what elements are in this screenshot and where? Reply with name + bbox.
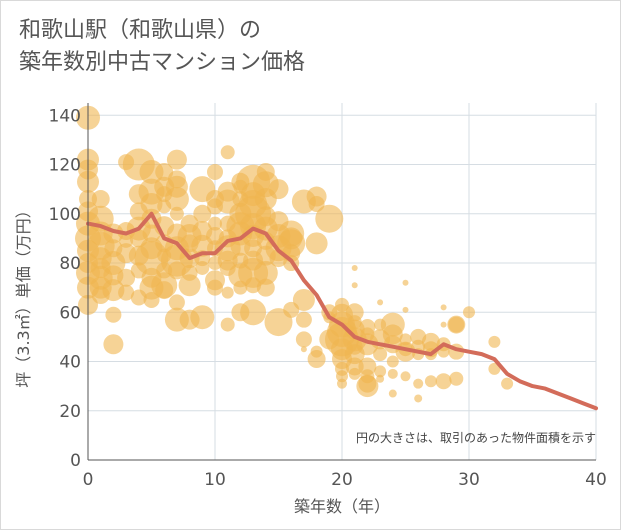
bubble-point — [337, 378, 347, 389]
bubble-point — [292, 288, 315, 311]
trend-line — [86, 211, 598, 411]
bubble-point — [440, 321, 447, 328]
x-tick-label: 10 — [204, 470, 226, 490]
y-tick-label: 20 — [59, 402, 81, 422]
bubble-point — [386, 355, 399, 368]
trend-line-layer — [86, 211, 598, 411]
bubble-point — [315, 204, 344, 233]
x-tick-label: 40 — [585, 470, 607, 490]
bubble-point — [103, 334, 124, 355]
bubble-point — [307, 350, 326, 369]
bubble-point — [387, 368, 398, 379]
bubble-point — [91, 190, 110, 209]
y-tick-label: 140 — [49, 106, 81, 126]
bubble-point — [414, 394, 423, 403]
bubble-point — [351, 264, 358, 271]
bubble-point — [167, 261, 186, 280]
bubble-point — [143, 291, 160, 308]
axes — [87, 103, 596, 461]
bubble-point — [208, 216, 222, 231]
bubble-point — [169, 206, 184, 221]
bubble-point — [256, 278, 275, 297]
bubble-point — [448, 316, 465, 333]
bubble-point — [240, 299, 267, 326]
chart-title: 和歌山駅（和歌山県）の 築年数別中古マンション価格 — [19, 15, 305, 79]
bubble-point — [193, 204, 212, 223]
bubble-point — [105, 306, 122, 323]
bubble-point — [253, 260, 278, 285]
chart-title-line-2: 築年数別中古マンション価格 — [19, 50, 306, 75]
bubble-point — [377, 299, 384, 306]
chart-title-line-1: 和歌山駅（和歌山県）の — [19, 18, 262, 43]
x-tick-label: 30 — [458, 470, 480, 490]
bubble-point — [402, 279, 409, 286]
bubble-point — [178, 274, 201, 297]
bubble-point — [118, 284, 135, 301]
x-axis-ticks: 0 10 20 30 40 — [83, 470, 607, 490]
y-tick-label: 0 — [70, 451, 81, 471]
y-tick-label: 40 — [59, 353, 81, 373]
bubble-point — [295, 331, 312, 348]
bubble-point — [195, 260, 210, 275]
y-tick-label: 80 — [59, 254, 81, 274]
bubble-point — [440, 304, 447, 311]
bubble-point — [374, 365, 387, 378]
bubble-point — [463, 306, 475, 319]
bubble-point — [348, 367, 361, 380]
bubble-point — [424, 375, 437, 388]
bubble-point — [376, 374, 385, 383]
bubble-point — [351, 282, 358, 289]
bubble-point — [168, 294, 185, 311]
bubble-layer — [75, 105, 514, 403]
bubble-point — [155, 281, 174, 300]
bubble-point — [140, 192, 163, 215]
y-tick-label: 100 — [49, 205, 81, 225]
bubble-point — [413, 378, 424, 389]
bubble-point — [268, 179, 289, 200]
bubble-point — [164, 187, 189, 212]
bubble-point — [207, 279, 223, 296]
bubble-point — [220, 145, 235, 160]
bubble-point — [221, 286, 234, 299]
bubble-point — [449, 371, 464, 386]
bubble-point — [501, 377, 514, 390]
y-tick-label: 120 — [49, 156, 81, 176]
bubble-point — [300, 346, 307, 353]
bubble-point — [295, 311, 312, 328]
x-tick-label: 20 — [331, 470, 353, 490]
bubble-point — [166, 149, 187, 170]
bubble-point — [435, 373, 452, 390]
bubble-point — [190, 305, 215, 330]
bubble-point — [488, 362, 501, 375]
bubble-point — [336, 370, 348, 383]
bubble-point — [388, 389, 397, 398]
bubble-point — [117, 268, 136, 287]
x-axis-title: 築年数（年） — [294, 497, 390, 516]
bubble-size-note: 円の大きさは、取引のあった物件面積を示す — [356, 430, 596, 445]
bubble-point — [207, 163, 223, 180]
bubble-point — [373, 347, 388, 362]
bubble-point — [356, 375, 379, 398]
bubble-point — [400, 371, 411, 382]
x-tick-label: 0 — [83, 470, 94, 490]
y-tick-label: 60 — [59, 303, 81, 323]
y-axis-title: 坪（3.3㎡）単価（万円） — [14, 202, 33, 387]
y-axis-ticks: 0 20 40 60 80 100 120 140 — [49, 106, 81, 471]
bubble-point — [305, 232, 328, 255]
bubble-point — [220, 317, 235, 332]
bubble-point — [488, 335, 501, 348]
bubble-point — [402, 306, 409, 313]
